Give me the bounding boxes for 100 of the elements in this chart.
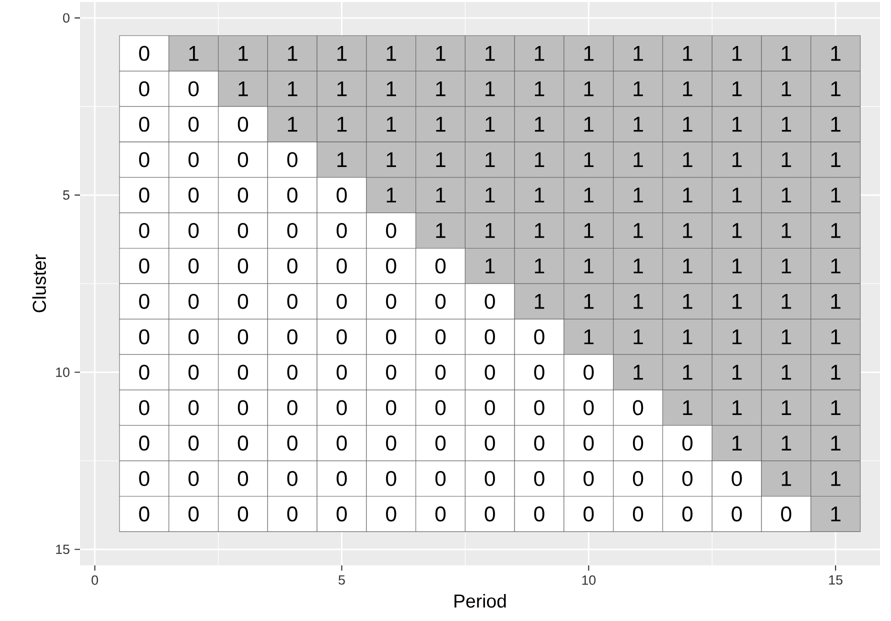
data-label: 1 bbox=[634, 81, 643, 96]
data-label: 0 bbox=[188, 329, 199, 344]
data-label: 0 bbox=[188, 116, 199, 132]
data-label: 0 bbox=[188, 400, 199, 416]
data-label: 0 bbox=[435, 436, 446, 451]
data-label: 0 bbox=[534, 400, 544, 416]
data-label: 0 bbox=[484, 400, 495, 416]
data-label: 0 bbox=[732, 506, 742, 522]
data-label: 0 bbox=[386, 506, 396, 522]
data-label: 1 bbox=[288, 81, 298, 96]
data-label: 1 bbox=[782, 329, 792, 344]
data-label: 1 bbox=[782, 116, 792, 132]
data-label: 1 bbox=[732, 188, 742, 202]
data-label: 1 bbox=[782, 258, 792, 274]
data-label: 0 bbox=[534, 506, 544, 522]
data-label: 0 bbox=[287, 188, 298, 203]
data-label: 1 bbox=[386, 46, 396, 61]
y-tick-label: 0 bbox=[63, 13, 70, 23]
data-label: 1 bbox=[534, 152, 544, 168]
data-label: 0 bbox=[682, 470, 693, 486]
data-label: 1 bbox=[831, 81, 840, 96]
data-label: 0 bbox=[139, 294, 150, 309]
data-label: 1 bbox=[683, 223, 692, 238]
data-label: 0 bbox=[287, 258, 298, 274]
data-label: 1 bbox=[288, 116, 298, 132]
data-label: 0 bbox=[188, 81, 199, 96]
data-label: 0 bbox=[484, 436, 495, 451]
x-tick-label: 0 bbox=[92, 575, 98, 585]
data-label: 0 bbox=[238, 188, 248, 203]
data-label: 0 bbox=[287, 294, 298, 309]
data-label: 1 bbox=[683, 81, 692, 96]
data-label: 1 bbox=[386, 152, 396, 168]
data-label: 1 bbox=[634, 46, 643, 61]
data-label: 1 bbox=[831, 258, 840, 274]
data-label: 0 bbox=[139, 506, 150, 522]
data-label: 0 bbox=[584, 364, 594, 380]
data-label: 0 bbox=[386, 258, 396, 274]
data-label: 1 bbox=[732, 400, 742, 416]
x-tick-label: 10 bbox=[582, 575, 596, 585]
data-label: 0 bbox=[238, 506, 248, 522]
data-label: 0 bbox=[336, 188, 347, 203]
data-label: 0 bbox=[139, 152, 150, 168]
data-label: 0 bbox=[584, 400, 594, 416]
data-label: 0 bbox=[534, 364, 544, 380]
data-label: 1 bbox=[486, 81, 495, 96]
data-label: 1 bbox=[732, 152, 742, 168]
data-label: 1 bbox=[584, 223, 594, 238]
data-label: 0 bbox=[484, 364, 495, 380]
data-label: 1 bbox=[634, 223, 643, 238]
data-label: 1 bbox=[337, 152, 347, 168]
data-label: 1 bbox=[534, 258, 544, 274]
data-label: 1 bbox=[831, 506, 840, 522]
data-label: 1 bbox=[683, 329, 692, 344]
data-label: 0 bbox=[435, 400, 446, 416]
data-label: 1 bbox=[683, 400, 692, 416]
data-label: 1 bbox=[683, 294, 692, 309]
data-label: 1 bbox=[534, 81, 544, 96]
data-label: 1 bbox=[534, 116, 544, 132]
data-label: 1 bbox=[486, 116, 495, 132]
x-tick-label: 15 bbox=[829, 575, 842, 585]
data-label: 0 bbox=[336, 470, 347, 486]
data-label: 0 bbox=[238, 470, 248, 486]
data-label: 1 bbox=[782, 294, 792, 309]
data-label: 1 bbox=[732, 436, 742, 450]
data-label: 1 bbox=[782, 152, 792, 168]
data-label: 1 bbox=[534, 46, 544, 61]
data-label: 1 bbox=[782, 436, 792, 450]
data-label: 0 bbox=[188, 470, 199, 486]
data-label: 1 bbox=[683, 364, 692, 380]
data-label: 1 bbox=[782, 223, 792, 238]
data-label: 1 bbox=[782, 46, 792, 61]
data-label: 0 bbox=[188, 222, 199, 238]
data-label: 1 bbox=[486, 152, 495, 168]
data-label: 0 bbox=[732, 470, 742, 486]
data-label: 0 bbox=[188, 294, 199, 309]
data-label: 0 bbox=[584, 506, 594, 522]
data-label: 0 bbox=[435, 470, 446, 486]
data-label: 1 bbox=[436, 46, 446, 61]
data-label: 1 bbox=[831, 116, 840, 132]
data-label: 0 bbox=[287, 400, 298, 416]
data-label: 1 bbox=[831, 223, 840, 238]
data-label: 0 bbox=[682, 506, 693, 522]
data-label: 0 bbox=[139, 470, 150, 486]
data-label: 1 bbox=[534, 188, 544, 202]
data-label: 0 bbox=[632, 400, 644, 416]
data-label: 0 bbox=[139, 222, 150, 238]
data-label: 0 bbox=[632, 470, 644, 486]
data-label: 0 bbox=[139, 188, 150, 203]
data-label: 0 bbox=[238, 152, 248, 168]
data-label: 0 bbox=[386, 470, 396, 486]
data-label: 1 bbox=[337, 81, 347, 96]
data-label: 1 bbox=[782, 400, 792, 416]
data-label: 1 bbox=[288, 46, 298, 61]
data-label: 1 bbox=[732, 223, 742, 238]
data-label: 1 bbox=[732, 81, 742, 96]
data-label: 0 bbox=[139, 258, 150, 274]
data-label: 1 bbox=[584, 152, 594, 168]
data-label: 0 bbox=[484, 506, 495, 522]
data-label: 0 bbox=[188, 188, 199, 203]
data-label: 1 bbox=[831, 46, 840, 61]
